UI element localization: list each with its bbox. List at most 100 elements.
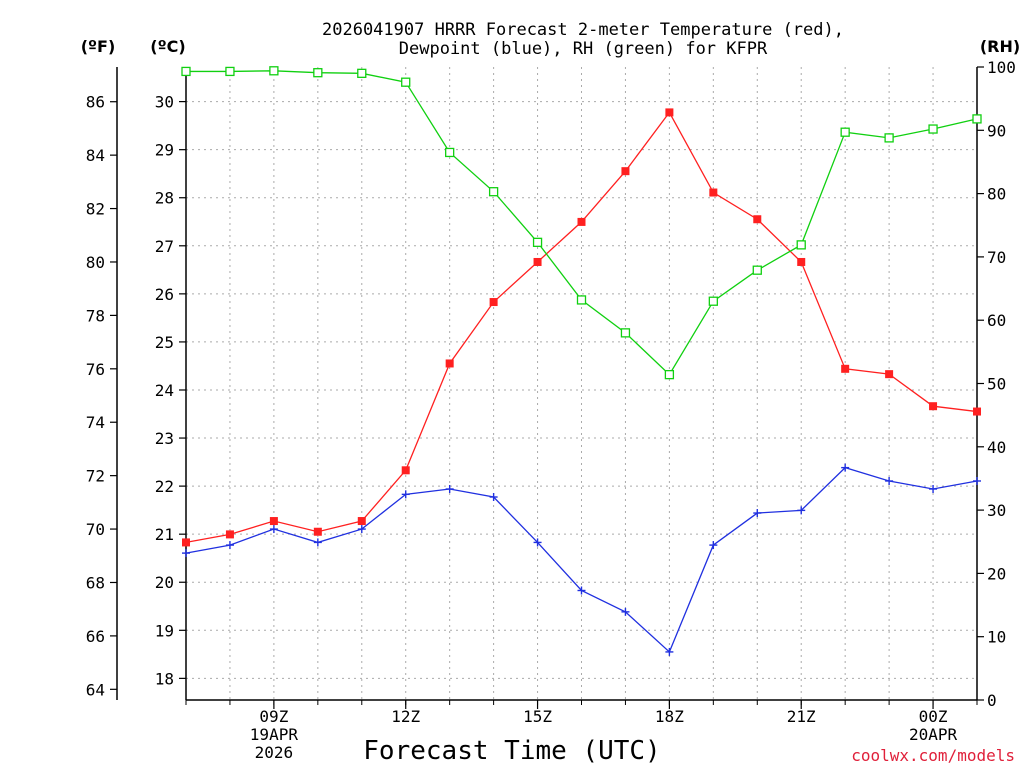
rh-point: [445, 147, 455, 158]
rh-point: [664, 369, 675, 380]
rh-point: [181, 66, 191, 77]
rh-tick-label: 80: [987, 185, 1006, 204]
temperature-point: [841, 364, 850, 373]
celsius-tick-label: 19: [155, 621, 174, 640]
temperature-point: [973, 407, 981, 416]
rh-point: [488, 187, 499, 197]
dewpoint-point: [885, 476, 894, 485]
rh-point: [532, 237, 543, 247]
rh-point: [708, 296, 718, 306]
rh-point: [972, 114, 982, 124]
rh-tick-label: 30: [987, 501, 1006, 520]
temperature-point: [489, 298, 498, 307]
celsius-tick-label: 18: [155, 669, 174, 688]
axes: 64 66 68 70 72 74 76 78 80 82 84 86 18 19 20 21 22 23 24 25…: [86, 58, 1016, 762]
celsius-tick-label: 30: [155, 93, 174, 112]
celsius-tick-label: 27: [155, 237, 174, 256]
rh-point: [269, 66, 279, 76]
temperature-point: [797, 257, 806, 266]
rh-unit-label: (RH): [980, 37, 1020, 56]
temperature-point: [313, 527, 322, 536]
temperature-point: [269, 517, 278, 526]
rh-point: [884, 133, 894, 143]
temperature-point: [533, 257, 542, 266]
rh-point: [620, 328, 631, 338]
dewpoint-point: [841, 463, 850, 472]
credit-label: coolwx.com/models: [851, 746, 1015, 765]
dewpoint-point: [709, 541, 718, 550]
dewpoint-point: [489, 493, 498, 502]
rh-tick-label: 0: [987, 691, 997, 710]
rh-tick-label: 10: [987, 628, 1006, 647]
dewpoint-point: [753, 509, 762, 518]
temperature-point: [225, 530, 234, 539]
celsius-tick-label: 21: [155, 525, 174, 544]
temperature-point: [577, 217, 586, 226]
celsius-tick-label: 24: [155, 381, 174, 400]
rh-tick-label: 50: [987, 375, 1006, 394]
fahrenheit-tick-label: 82: [86, 200, 105, 219]
dewpoint-point: [621, 607, 630, 616]
temperature-point: [401, 466, 410, 475]
x-tick-label: 20APR: [909, 725, 958, 744]
temperature-point: [929, 402, 938, 411]
x-tick-label: 12Z: [391, 707, 420, 726]
rh-point: [357, 68, 367, 78]
x-tick-label: 09Z: [259, 707, 288, 726]
dewpoint-point: [929, 485, 938, 493]
rh-point: [840, 127, 850, 137]
fahrenheit-tick-label: 68: [86, 573, 105, 592]
fahrenheit-tick-label: 70: [86, 520, 105, 539]
fahrenheit-tick-label: 84: [86, 146, 105, 165]
rh-tick-label: 20: [987, 564, 1006, 583]
fahrenheit-tick-label: 86: [86, 93, 105, 112]
fahrenheit-tick-label: 80: [86, 253, 105, 272]
rh-tick-label: 90: [987, 121, 1006, 140]
rh-tick-label: 100: [987, 58, 1016, 77]
rh-point: [928, 124, 938, 134]
x-axis-label: Forecast Time (UTC): [363, 736, 660, 766]
dewpoint-point: [182, 549, 190, 558]
celsius-tick-label: 28: [155, 189, 174, 208]
dewpoint-point: [225, 541, 234, 550]
grid-lines: [185, 67, 978, 700]
fahrenheit-tick-label: 74: [86, 413, 105, 432]
fahrenheit-tick-label: 78: [86, 306, 105, 325]
celsius-tick-label: 22: [155, 477, 174, 496]
dewpoint-point: [533, 538, 542, 547]
fahrenheit-unit-label: (ºF): [81, 37, 116, 56]
x-tick-label: 19APR: [250, 725, 299, 744]
celsius-tick-label: 29: [155, 141, 174, 160]
celsius-tick-label: 23: [155, 429, 174, 448]
chart-title-line2: Dewpoint (blue), RH (green) for KFPR: [399, 39, 768, 59]
series-layer: [181, 66, 982, 656]
rh-tick-label: 60: [987, 311, 1006, 330]
temperature-point: [621, 167, 630, 176]
temperature-point: [885, 370, 894, 379]
x-tick-label: 15Z: [523, 707, 552, 726]
dewpoint-point: [577, 586, 586, 595]
temperature-point: [445, 359, 454, 368]
dewpoint-point: [313, 538, 322, 547]
celsius-tick-label: 20: [155, 573, 174, 592]
fahrenheit-tick-label: 64: [86, 680, 105, 699]
celsius-tick-label: 25: [155, 333, 174, 352]
x-tick-label: 21Z: [787, 707, 816, 726]
dewpoint-point: [445, 485, 454, 493]
dewpoint-point: [401, 490, 410, 499]
x-tick-label: 18Z: [655, 707, 684, 726]
temperature-point: [357, 517, 366, 526]
rh-point: [752, 265, 762, 275]
rh-tick-label: 70: [987, 248, 1006, 267]
dewpoint-point: [973, 476, 981, 485]
temperature-point: [665, 108, 674, 117]
chart-title-line1: 2026041907 HRRR Forecast 2-meter Tempera…: [322, 20, 844, 40]
temperature-point: [709, 188, 718, 197]
x-tick-label: 00Z: [919, 707, 948, 726]
fahrenheit-tick-label: 72: [86, 467, 105, 486]
temperature-point: [753, 215, 762, 224]
x-tick-label: 2026: [255, 743, 294, 762]
rh-point: [401, 77, 411, 87]
dewpoint-point: [665, 647, 674, 656]
